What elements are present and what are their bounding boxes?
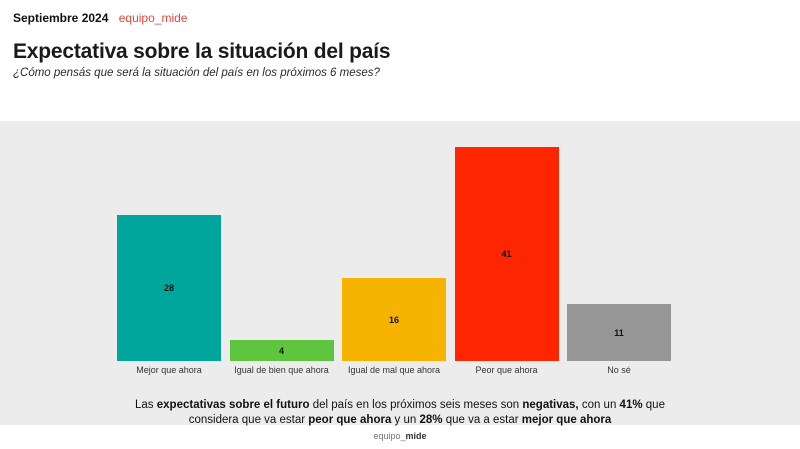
bar-category-label: Mejor que ahora: [136, 365, 202, 375]
insight-text: Las expectativas sobre el futuro del paí…: [135, 399, 665, 426]
bar-1: 4: [229, 340, 334, 361]
chart-plot-area: 28 Mejor que ahora 4 Igual de bien que ahor…: [0, 121, 800, 426]
footer-brand-suffix: mide: [405, 431, 427, 441]
bar-4: 11: [567, 304, 671, 361]
bar-value-label: 41: [501, 249, 512, 259]
header-line: Septiembre 2024 equipo_mide: [13, 11, 787, 25]
bar-category-label: No sé: [607, 365, 631, 375]
bar-2: 16: [342, 278, 446, 361]
header-brand: equipo_mide: [118, 11, 188, 25]
bar-0: 28: [117, 215, 221, 361]
bar-column-3: 41 Peor que ahora: [454, 121, 559, 375]
report-date: Septiembre 2024: [13, 11, 109, 25]
footer-brand: equipo_mide: [0, 431, 800, 441]
bar-value-label: 16: [388, 314, 399, 325]
bar-column-2: 16 Igual de mal que ahora: [342, 121, 446, 375]
bar-column-0: 28 Mejor que ahora: [117, 121, 221, 375]
bar-column-1: 4 Igual de bien que ahora: [229, 121, 334, 375]
bar-value-label: 28: [163, 283, 174, 293]
survey-question: ¿Cómo pensás que será la situación del p…: [13, 67, 380, 79]
bar-value-label: 11: [614, 327, 624, 338]
bar-category-label: Igual de bien que ahora: [234, 365, 329, 375]
bar-chart: 28 Mejor que ahora 4 Igual de bien que ahor…: [117, 121, 671, 375]
bar-category-label: Igual de mal que ahora: [347, 365, 441, 375]
bar-value-label: 4: [278, 345, 284, 356]
bar-3: 41: [454, 147, 559, 361]
page-title: Expectativa sobre la situación del país: [13, 40, 391, 63]
footer-brand-prefix: equipo_: [373, 431, 406, 441]
bar-category-label: Peor que ahora: [475, 365, 538, 375]
header: Septiembre 2024 equipo_mide Expectativa …: [13, 11, 787, 79]
bar-column-4: 11 No sé: [567, 121, 671, 375]
